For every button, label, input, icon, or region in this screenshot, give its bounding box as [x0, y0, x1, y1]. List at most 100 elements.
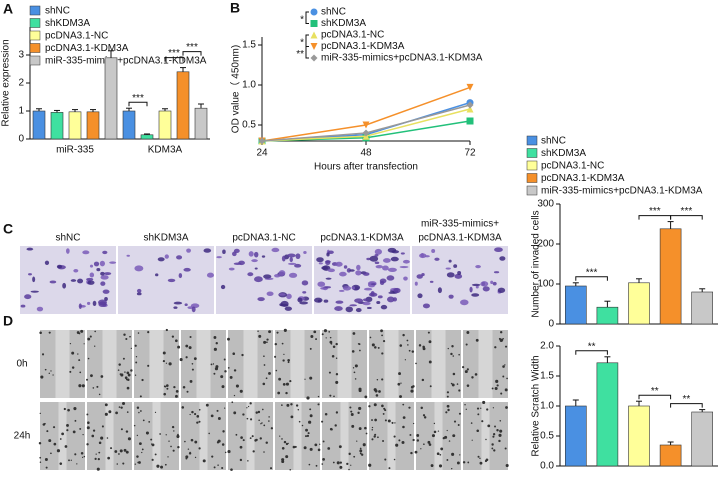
scratch — [58, 402, 67, 470]
cell — [130, 369, 133, 372]
cell — [386, 275, 395, 281]
cell — [497, 287, 506, 293]
cell — [377, 436, 379, 439]
cell — [262, 382, 266, 386]
cell — [334, 424, 337, 427]
cell — [440, 447, 444, 451]
cell — [125, 450, 129, 454]
scratch — [337, 330, 352, 398]
cell — [346, 268, 351, 273]
marker — [466, 105, 474, 113]
scratch — [478, 330, 493, 398]
cell — [371, 343, 375, 347]
cell — [217, 464, 219, 466]
cell — [397, 382, 401, 386]
cell — [155, 273, 159, 277]
significance-bracket — [305, 34, 309, 47]
cell — [41, 353, 45, 356]
cell — [404, 359, 406, 361]
cell — [214, 367, 219, 371]
cell — [263, 355, 265, 358]
cell — [246, 417, 249, 420]
cell — [410, 389, 414, 393]
cell — [364, 426, 367, 430]
cell — [126, 386, 130, 390]
cell — [315, 338, 317, 341]
cell — [349, 304, 358, 307]
bar — [628, 282, 650, 325]
cell — [288, 272, 298, 278]
cell — [280, 303, 289, 307]
error-bar — [126, 107, 132, 111]
cell — [476, 429, 479, 433]
cell — [458, 389, 461, 392]
cell — [66, 429, 69, 432]
cell — [469, 286, 473, 293]
cell — [499, 256, 506, 261]
significance-label: * — [300, 14, 304, 25]
cell — [394, 422, 396, 424]
cell — [40, 375, 44, 379]
legend-swatch — [29, 43, 41, 53]
cell — [282, 383, 286, 386]
cell — [39, 331, 42, 335]
cell — [421, 378, 425, 382]
cell — [183, 267, 191, 272]
cell — [194, 412, 197, 416]
cell — [384, 409, 387, 412]
cell — [116, 463, 119, 465]
cell — [227, 367, 230, 369]
legend-swatch — [526, 135, 538, 146]
cell — [276, 331, 279, 334]
cell — [439, 453, 442, 456]
error-bar — [144, 133, 150, 135]
cell — [39, 412, 41, 415]
cell — [24, 294, 32, 300]
legend-swatch — [526, 173, 538, 183]
cell — [408, 406, 411, 409]
cell — [437, 287, 442, 294]
cell — [242, 439, 245, 442]
cell — [98, 451, 101, 454]
cell — [422, 345, 425, 349]
cell — [316, 257, 324, 263]
cell — [118, 406, 121, 408]
cell — [108, 410, 112, 414]
cell — [120, 428, 123, 431]
cell — [393, 287, 401, 294]
cell — [263, 364, 266, 366]
legend-swatch — [29, 30, 41, 41]
cell — [415, 362, 417, 365]
scratch — [246, 402, 255, 470]
cell — [94, 330, 97, 333]
cell — [268, 371, 271, 375]
cell — [261, 255, 266, 258]
cell — [224, 370, 227, 373]
cell — [133, 424, 136, 427]
cell — [422, 414, 426, 417]
cell — [322, 440, 325, 443]
cell — [384, 458, 387, 461]
cell — [189, 335, 192, 339]
cell — [301, 280, 309, 286]
cell — [431, 434, 435, 438]
cell — [362, 301, 371, 306]
y-tick-label: 2.0 — [540, 341, 554, 352]
cell — [145, 431, 149, 435]
cell — [335, 380, 339, 384]
cell — [286, 293, 292, 300]
cell — [222, 430, 225, 433]
cell — [504, 345, 508, 348]
cell — [235, 384, 239, 388]
cell — [339, 271, 347, 277]
cell — [433, 422, 436, 425]
cell — [257, 410, 261, 414]
cell — [221, 443, 225, 446]
cell — [329, 336, 332, 339]
cell — [464, 404, 466, 406]
cell — [345, 306, 353, 313]
cell — [480, 281, 489, 287]
cell — [117, 369, 120, 371]
cell — [370, 290, 375, 297]
cell — [471, 376, 474, 379]
